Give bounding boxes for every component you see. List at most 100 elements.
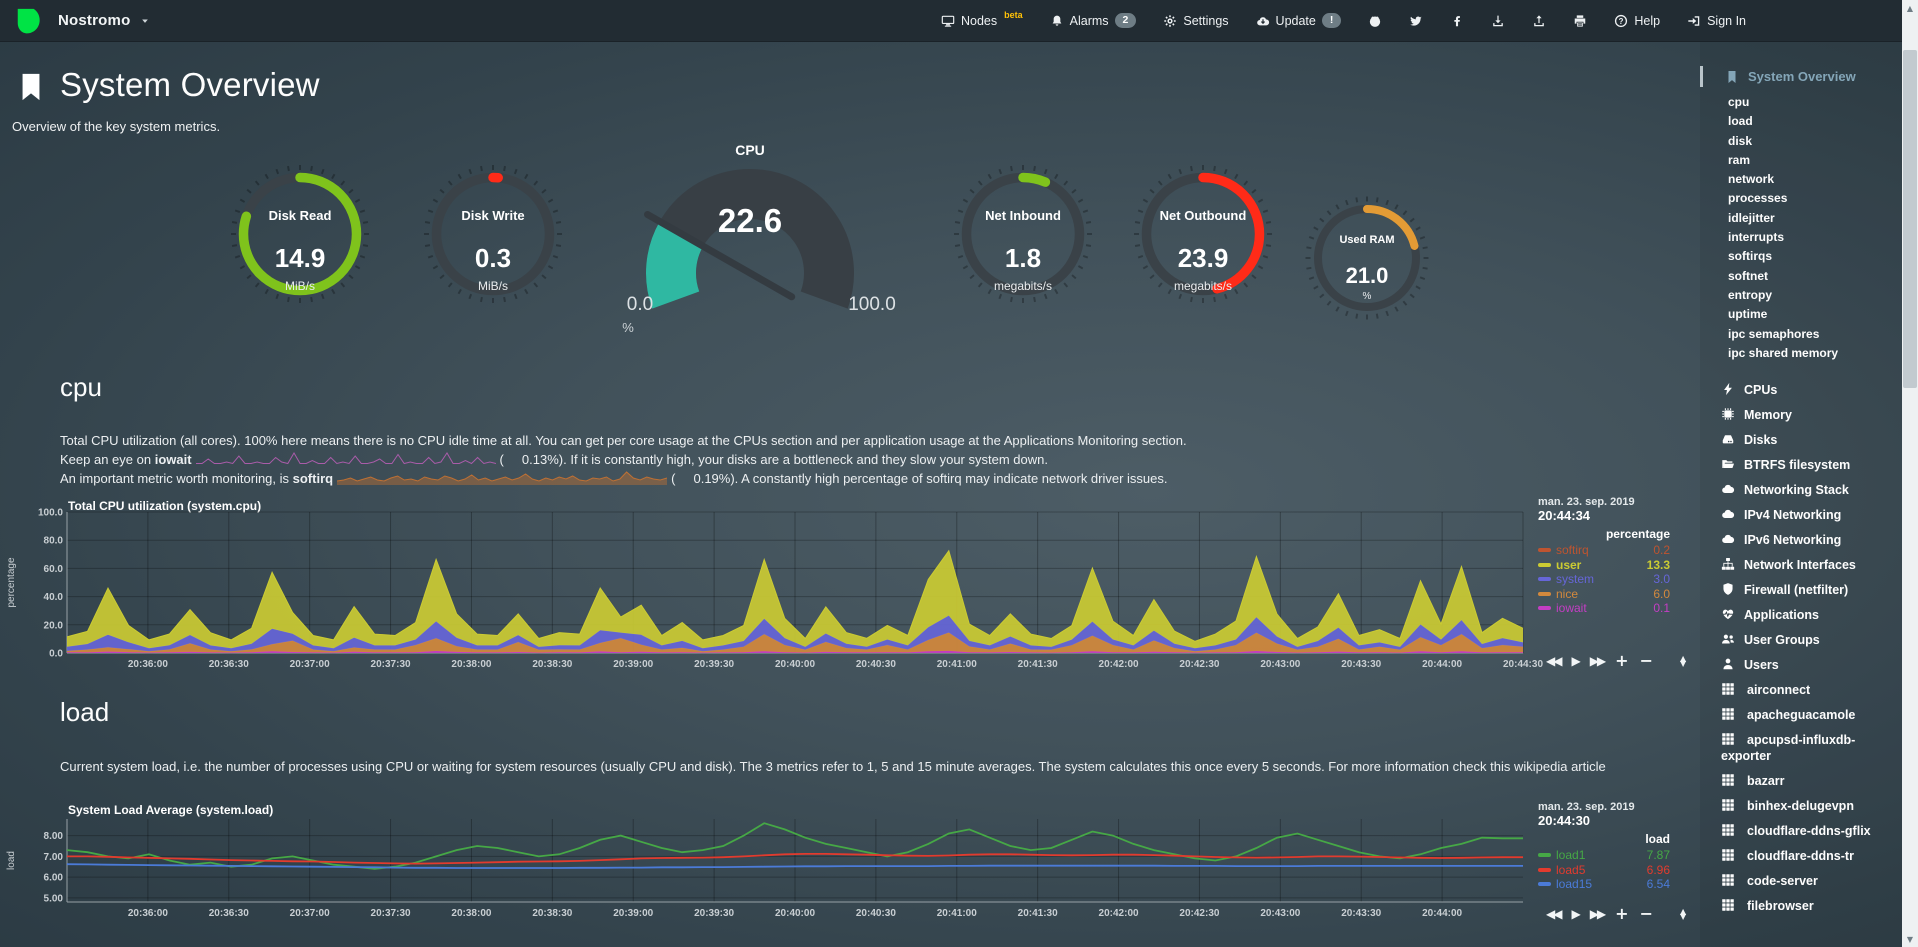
sidebar-subitem-processes[interactable]: processes — [1728, 191, 1788, 206]
sidebar-item-btrfs-filesystem[interactable]: BTRFS filesystem — [1721, 452, 1896, 477]
sidebar-item-network-interfaces[interactable]: Network Interfaces — [1721, 552, 1896, 577]
sidebar-subitem-ipc-shared-memory[interactable]: ipc shared memory — [1728, 345, 1839, 360]
node-dropdown-caret-icon[interactable] — [140, 16, 150, 26]
nav-update[interactable]: Update! — [1256, 13, 1342, 28]
sidebar-subitem-network[interactable]: network — [1728, 172, 1775, 187]
window-scrollbar[interactable]: ▲ ▼ — [1902, 0, 1918, 947]
sidebar-subitem-softirqs[interactable]: softirqs — [1728, 249, 1773, 264]
softirq-sparkline[interactable] — [337, 471, 668, 485]
sidebar-item-user-groups[interactable]: User Groups — [1721, 627, 1896, 652]
nav-twitter[interactable] — [1409, 14, 1423, 28]
wikipedia-article-link[interactable]: wikipedia article — [1513, 759, 1606, 774]
cpu-chart-back-button[interactable]: ◀◀ — [1546, 654, 1563, 668]
sidebar-item-system-overview[interactable]: System Overview — [1700, 66, 1902, 87]
gauge-cpu-chart[interactable] — [620, 166, 880, 336]
sidebar-item-filebrowser[interactable]: filebrowser — [1721, 893, 1896, 918]
load-chart-play-button[interactable]: ▶ — [1571, 907, 1580, 921]
gauge-cpu-max: 100.0 — [848, 294, 896, 315]
load-chart-resize-handle[interactable]: ▲ ▼ — [1679, 906, 1687, 921]
cpu-chart-forward-button[interactable]: ▶▶ — [1589, 654, 1607, 668]
scrollbar-up-arrow-icon[interactable]: ▲ — [1906, 3, 1914, 13]
sidebar-item-users[interactable]: Users — [1721, 652, 1896, 677]
sidebar-item-apcupsd-influxdb-exporter[interactable]: apcupsd-influxdb-exporter — [1721, 732, 1856, 763]
cpu-chart-zoom-out-button[interactable]: − — [1639, 651, 1653, 670]
iowait-sparkline[interactable] — [195, 452, 496, 466]
sidebar-item-memory[interactable]: Memory — [1721, 402, 1896, 427]
sidebar-item-cloudflare-ddns-gflix[interactable]: cloudflare-ddns-gflix — [1721, 818, 1896, 843]
load-legend-row-load5[interactable]: load5 6.96 — [1538, 863, 1670, 878]
load-chart-forward-button[interactable]: ▶▶ — [1589, 907, 1607, 921]
gauge-disk-read-chart[interactable] — [215, 149, 385, 319]
cpu-legend-row-nice[interactable]: nice 6.0 — [1538, 587, 1670, 602]
load-chart-canvas[interactable]: System Load Average (system.load) 20:36:0… — [0, 799, 1700, 947]
nav-print[interactable] — [1573, 14, 1587, 28]
nav-download[interactable] — [1491, 14, 1505, 28]
sidebar-subitem-ram[interactable]: ram — [1728, 152, 1751, 167]
sidebar-item-ipv6-networking[interactable]: IPv6 Networking — [1721, 527, 1896, 552]
nav-alarms[interactable]: Alarms 2 — [1050, 13, 1137, 28]
gauge-net-inbound[interactable]: Net Inbound 1.8 megabits/s — [938, 149, 1108, 319]
sidebar-subitem-idlejitter[interactable]: idlejitter — [1728, 210, 1775, 225]
gauge-disk-write-value: 0.3 — [474, 243, 512, 273]
gauge-disk-read[interactable]: Disk Read 14.9 MiB/s — [215, 149, 385, 319]
load-chart-zoom-in-button[interactable]: + — [1615, 904, 1629, 923]
cpu-chart-resize-handle[interactable]: ▲ ▼ — [1679, 653, 1687, 668]
nav-github[interactable] — [1368, 14, 1382, 28]
gauge-net-outbound[interactable]: Net Outbound 23.9 megabits/s — [1118, 149, 1288, 319]
gauge-disk-write-chart[interactable] — [408, 149, 578, 319]
scrollbar-down-arrow-icon[interactable]: ▼ — [1906, 934, 1914, 944]
load-legend-row-load15[interactable]: load15 6.54 — [1538, 877, 1670, 892]
sidebar-item-cpus[interactable]: CPUs — [1721, 377, 1896, 402]
sidebar-subitem-uptime[interactable]: uptime — [1728, 307, 1768, 322]
cpu-chart-title: Total CPU utilization (system.cpu) — [68, 499, 261, 513]
sidebar-item-ipv4-networking[interactable]: IPv4 Networking — [1721, 502, 1896, 527]
sign-in-icon — [1688, 15, 1700, 26]
gauge-net-inbound-chart[interactable] — [938, 149, 1108, 319]
load-chart-back-button[interactable]: ◀◀ — [1546, 907, 1563, 921]
cpu-legend-row-system[interactable]: system 3.0 — [1538, 572, 1670, 587]
sidebar-subitem-interrupts[interactable]: interrupts — [1728, 230, 1785, 245]
nav-upload[interactable] — [1532, 14, 1546, 28]
sidebar-item-cloudflare-ddns-tr[interactable]: cloudflare-ddns-tr — [1721, 843, 1896, 868]
cpu-legend-row-softirq[interactable]: softirq 0.2 — [1538, 543, 1670, 558]
gauge-net-outbound-chart[interactable] — [1118, 149, 1288, 319]
sidebar-subitem-cpu[interactable]: cpu — [1728, 95, 1750, 109]
sidebar-subitem-disk[interactable]: disk — [1728, 133, 1753, 148]
gauge-cpu[interactable]: CPU 22.6 0.0 100.0% — [620, 140, 896, 350]
sidebar-item-firewall-netfilter-[interactable]: Firewall (netfilter) — [1721, 577, 1896, 602]
sidebar-item-networking-stack[interactable]: Networking Stack — [1721, 477, 1896, 502]
sidebar-item-apacheguacamole[interactable]: apacheguacamole — [1721, 702, 1896, 727]
cpu-chart-play-button[interactable]: ▶ — [1571, 654, 1580, 668]
sidebar-item-disks[interactable]: Disks — [1721, 427, 1896, 452]
sidebar-item-code-server[interactable]: code-server — [1721, 868, 1896, 893]
node-name[interactable]: Nostromo — [58, 12, 131, 29]
sidebar-subitem-softnet[interactable]: softnet — [1728, 268, 1768, 283]
sidebar-item-applications[interactable]: Applications — [1721, 602, 1896, 627]
sidebar-subitem-ipc-semaphores[interactable]: ipc semaphores — [1728, 326, 1820, 341]
svg-text:20:44:00: 20:44:00 — [1422, 659, 1462, 670]
gauge-disk-write[interactable]: Disk Write 0.3 MiB/s — [408, 149, 578, 319]
nav-nodes[interactable]: Nodes beta — [941, 10, 1023, 28]
legend-swatch-softirq — [1538, 548, 1551, 553]
nav-sign-in[interactable]: Sign In — [1687, 14, 1746, 28]
nav-facebook[interactable] — [1450, 14, 1464, 28]
load-legend-row-load1[interactable]: load1 7.87 — [1538, 848, 1670, 863]
heartbeat-icon — [1722, 609, 1734, 619]
gauge-used-ram-chart[interactable] — [1292, 183, 1442, 333]
nav-help[interactable]: ? Help — [1614, 14, 1660, 28]
page-title: System Overview — [60, 66, 320, 103]
netdata-logo-icon — [17, 8, 40, 33]
nav-settings[interactable]: Settings — [1163, 14, 1229, 28]
sidebar-item-binhex-delugevpn[interactable]: binhex-delugevpn — [1721, 793, 1896, 818]
scrollbar-thumb[interactable] — [1903, 50, 1917, 388]
sidebar-subitem-entropy[interactable]: entropy — [1728, 287, 1773, 302]
sidebar-item-airconnect[interactable]: airconnect — [1721, 677, 1896, 702]
load-chart-zoom-out-button[interactable]: − — [1639, 904, 1653, 923]
gauge-used-ram[interactable]: Used RAM 21.0% — [1292, 183, 1442, 333]
sidebar-item-bazarr[interactable]: bazarr — [1721, 768, 1896, 793]
cpu-chart-zoom-in-button[interactable]: + — [1615, 651, 1629, 670]
sidebar-subitem-load[interactable]: load — [1728, 114, 1753, 129]
cpu-chart-canvas[interactable]: Total CPU utilization (system.cpu) 20:36:… — [0, 497, 1700, 677]
cpu-legend-row-user[interactable]: user 13.3 — [1538, 558, 1670, 573]
cpu-legend-row-iowait[interactable]: iowait 0.1 — [1538, 601, 1670, 616]
